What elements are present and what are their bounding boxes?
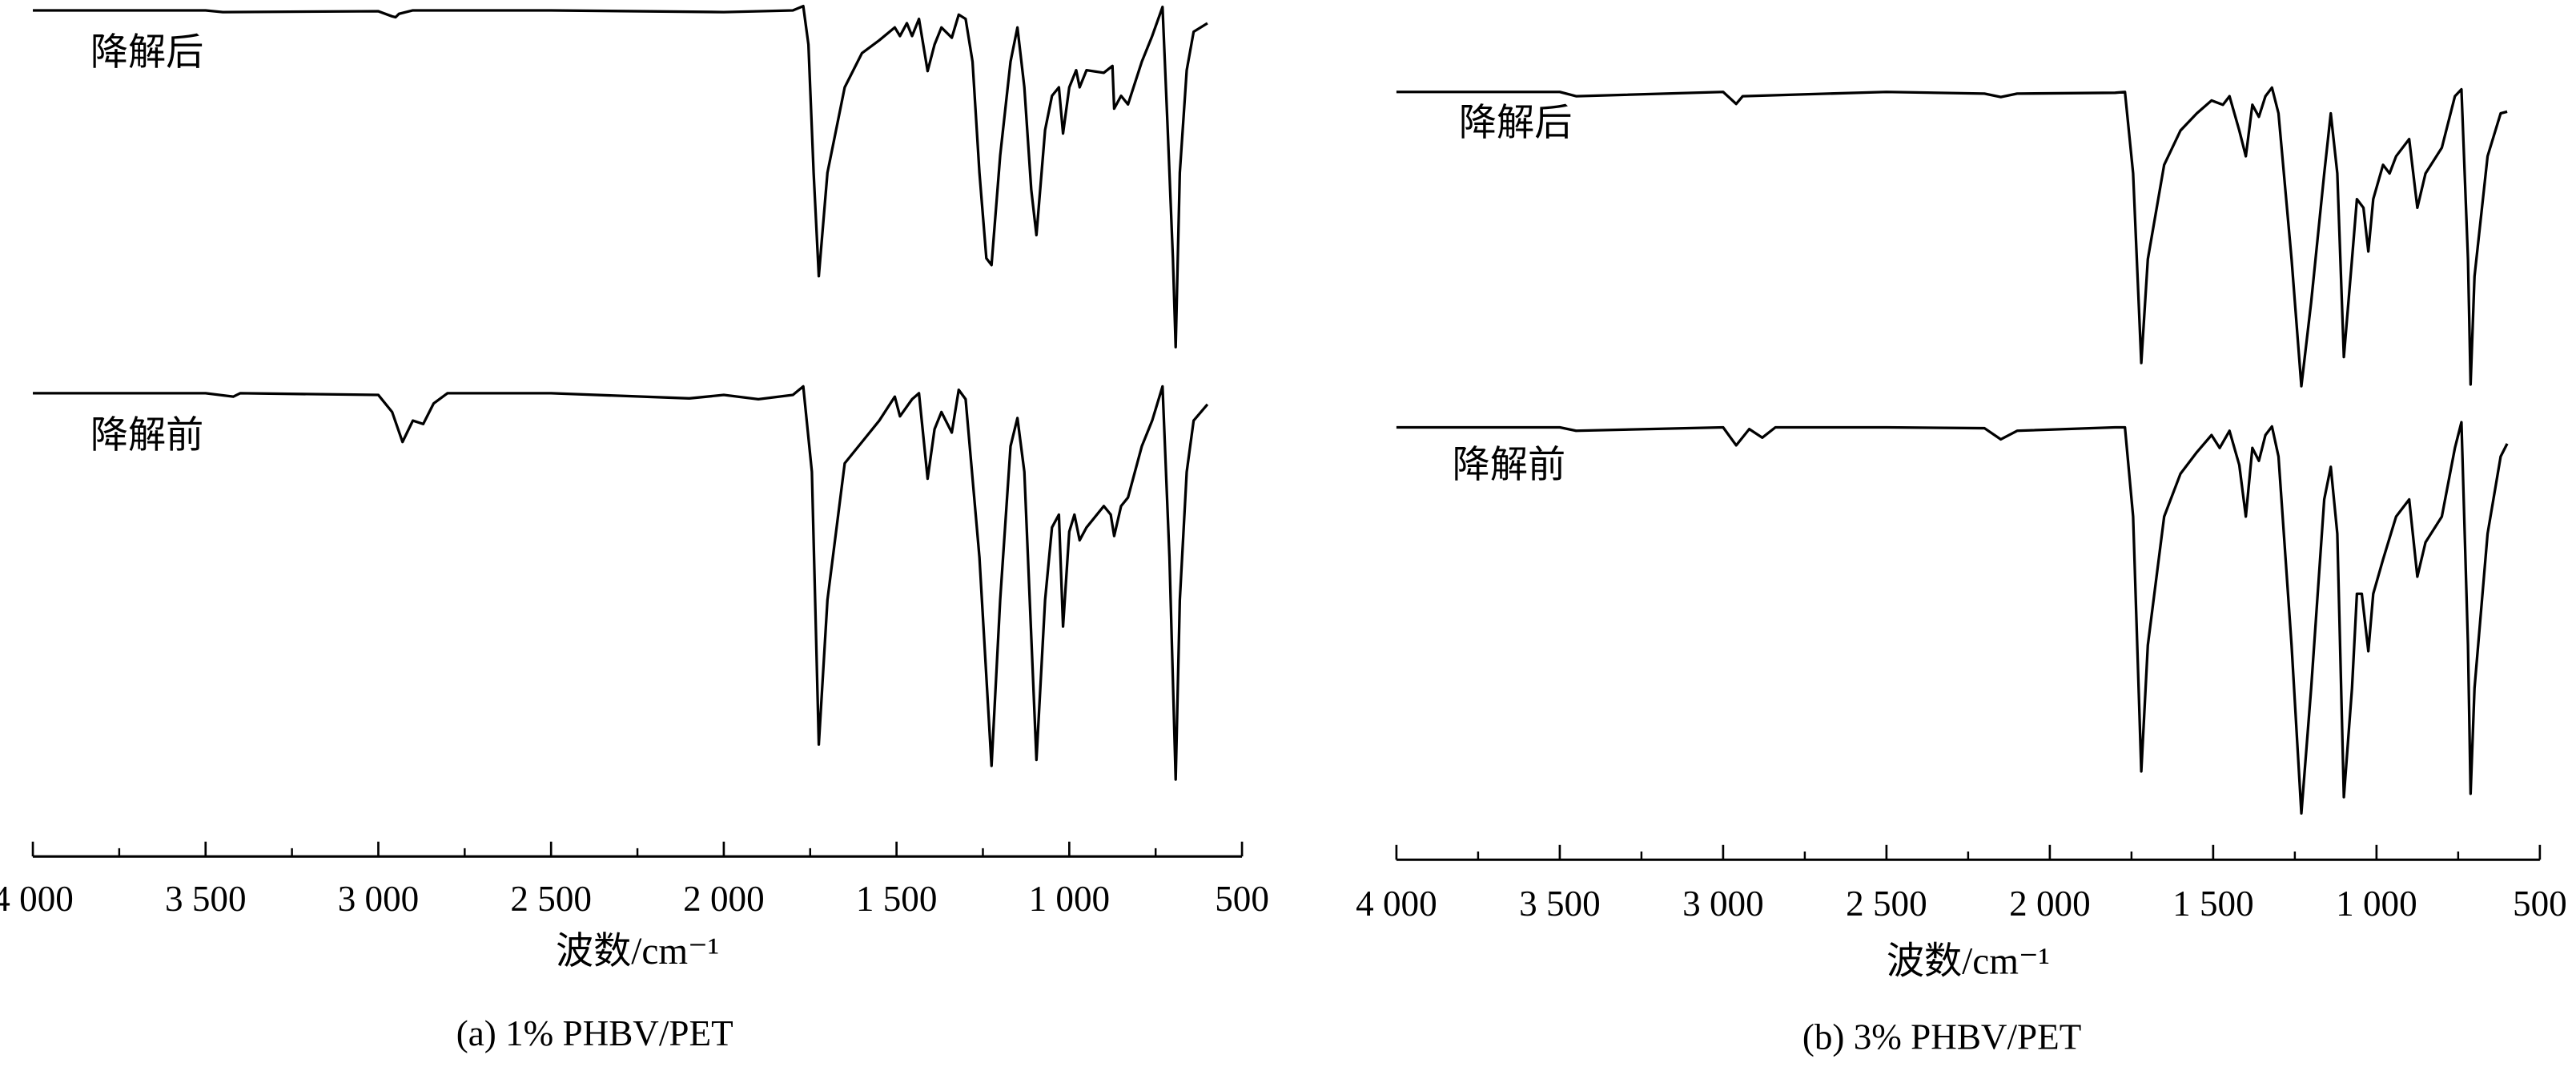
x-axis-label: 波数/cm⁻¹ (556, 931, 719, 972)
x-tick-label: 2 500 (1846, 884, 1927, 924)
series-label: 降解后 (1459, 103, 1573, 144)
x-tick-label: 3 000 (338, 879, 420, 919)
x-tick-label: 500 (2513, 884, 2567, 924)
series-label: 降解后 (90, 32, 204, 74)
x-tick-label: 2 000 (2009, 884, 2091, 924)
series-label: 降解前 (90, 415, 204, 457)
x-axis-label: 波数/cm⁻¹ (1887, 940, 2050, 982)
x-tick-label: 3 500 (1519, 884, 1601, 924)
x-tick-label: 4 000 (1356, 884, 1437, 924)
spectrum-line (1396, 86, 2508, 388)
spectrum-line (33, 385, 1209, 781)
x-tick-label: 1 000 (2336, 884, 2417, 924)
series-label: 降解前 (1453, 445, 1566, 486)
chart-title: (b) 3% PHBV/PET (1802, 1017, 2081, 1057)
x-tick-label: 2 000 (683, 879, 765, 919)
x-tick-label: 500 (1215, 879, 1269, 919)
x-tick-label: 3 000 (1682, 884, 1764, 924)
x-tick-label: 1 000 (1029, 879, 1111, 919)
x-tick-label: 4 000 (0, 879, 74, 919)
x-tick-label: 3 500 (165, 879, 247, 919)
x-tick-label: 2 500 (510, 879, 592, 919)
spectrum-line (33, 4, 1208, 348)
x-tick-label: 1 500 (856, 879, 938, 919)
x-tick-label: 1 500 (2172, 884, 2254, 924)
spectrum-line (1396, 421, 2509, 815)
chart-title: (a) 1% PHBV/PET (456, 1013, 733, 1053)
